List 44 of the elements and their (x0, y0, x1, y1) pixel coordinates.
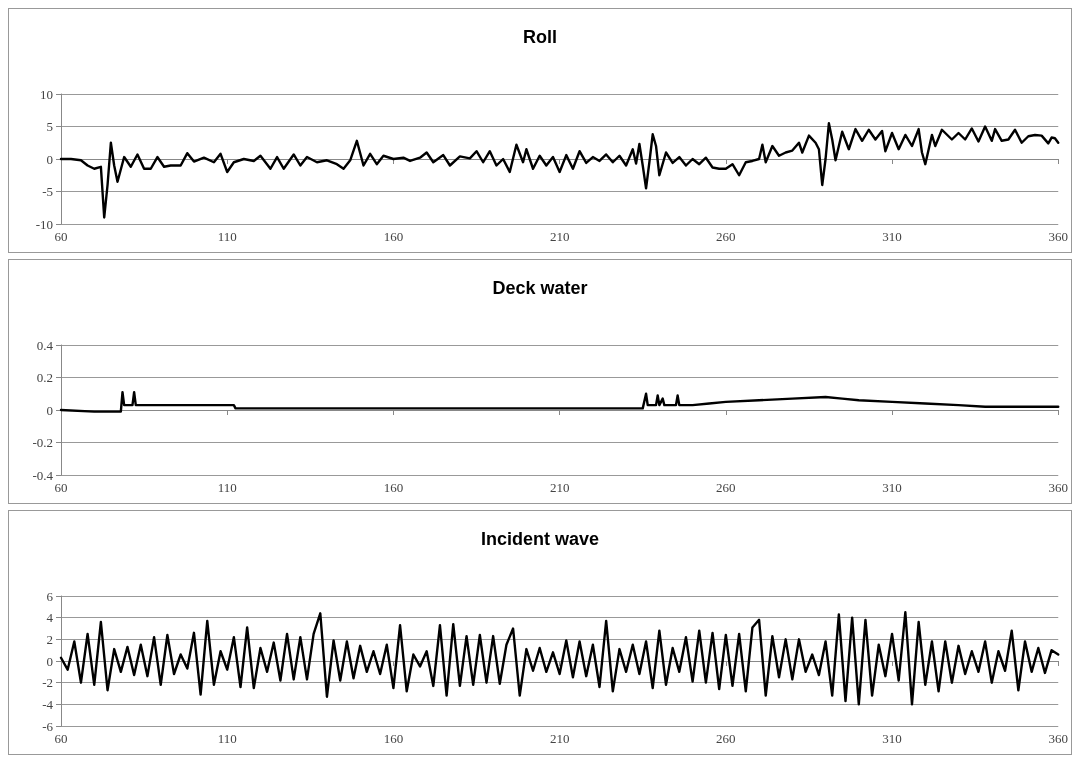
y-tick-label: 0.2 (36, 370, 53, 385)
chart-title: Deck water (492, 278, 588, 298)
x-tick-label: 360 (1048, 229, 1068, 244)
y-tick-label: 0 (46, 151, 53, 167)
y-tick-label: -2 (42, 675, 53, 691)
x-tick-label: 60 (54, 229, 68, 244)
y-tick-label: -6 (42, 718, 54, 734)
line-series (59, 122, 1060, 219)
x-tick-label: 60 (54, 731, 68, 746)
y-tick-label: 2 (46, 631, 53, 647)
x-tick-label: 260 (716, 229, 736, 244)
y-tick-label: 0 (46, 653, 53, 669)
x-tick-label: 210 (549, 731, 570, 746)
x-tick-label: 110 (217, 731, 237, 746)
y-tick-label: 10 (40, 86, 53, 102)
x-tick-label: 310 (882, 731, 902, 746)
x-tick-label: 360 (1048, 480, 1068, 495)
y-tick-label: 4 (46, 610, 54, 626)
y-tick-label: 0.4 (36, 337, 54, 353)
y-tick-label: -0.4 (32, 467, 54, 483)
y-tick-label: -5 (42, 184, 53, 199)
line-series (59, 390, 1060, 413)
y-tick-label: 6 (46, 588, 54, 604)
x-tick-label: 60 (54, 480, 68, 495)
x-tick-label: 160 (383, 480, 404, 495)
chart-title: Roll (523, 27, 557, 47)
y-tick-label: 0 (46, 402, 53, 418)
chart-title: Incident wave (480, 529, 600, 549)
x-tick-label: 210 (549, 480, 570, 495)
x-tick-label: 160 (383, 731, 404, 746)
x-tick-label: 160 (383, 229, 404, 244)
y-tick-label: -0.2 (32, 435, 53, 450)
x-tick-label: 210 (549, 229, 570, 244)
line-series (59, 611, 1060, 706)
y-tick-label: 5 (46, 119, 53, 134)
y-tick-label: -10 (35, 216, 53, 232)
x-tick-label: 310 (882, 480, 902, 495)
x-tick-label: 110 (217, 229, 237, 244)
x-tick-label: 360 (1048, 731, 1068, 746)
x-tick-label: 260 (716, 480, 736, 495)
y-tick-label: -4 (42, 696, 54, 712)
x-tick-label: 110 (217, 480, 237, 495)
x-tick-label: 260 (716, 731, 736, 746)
x-tick-label: 310 (882, 229, 902, 244)
